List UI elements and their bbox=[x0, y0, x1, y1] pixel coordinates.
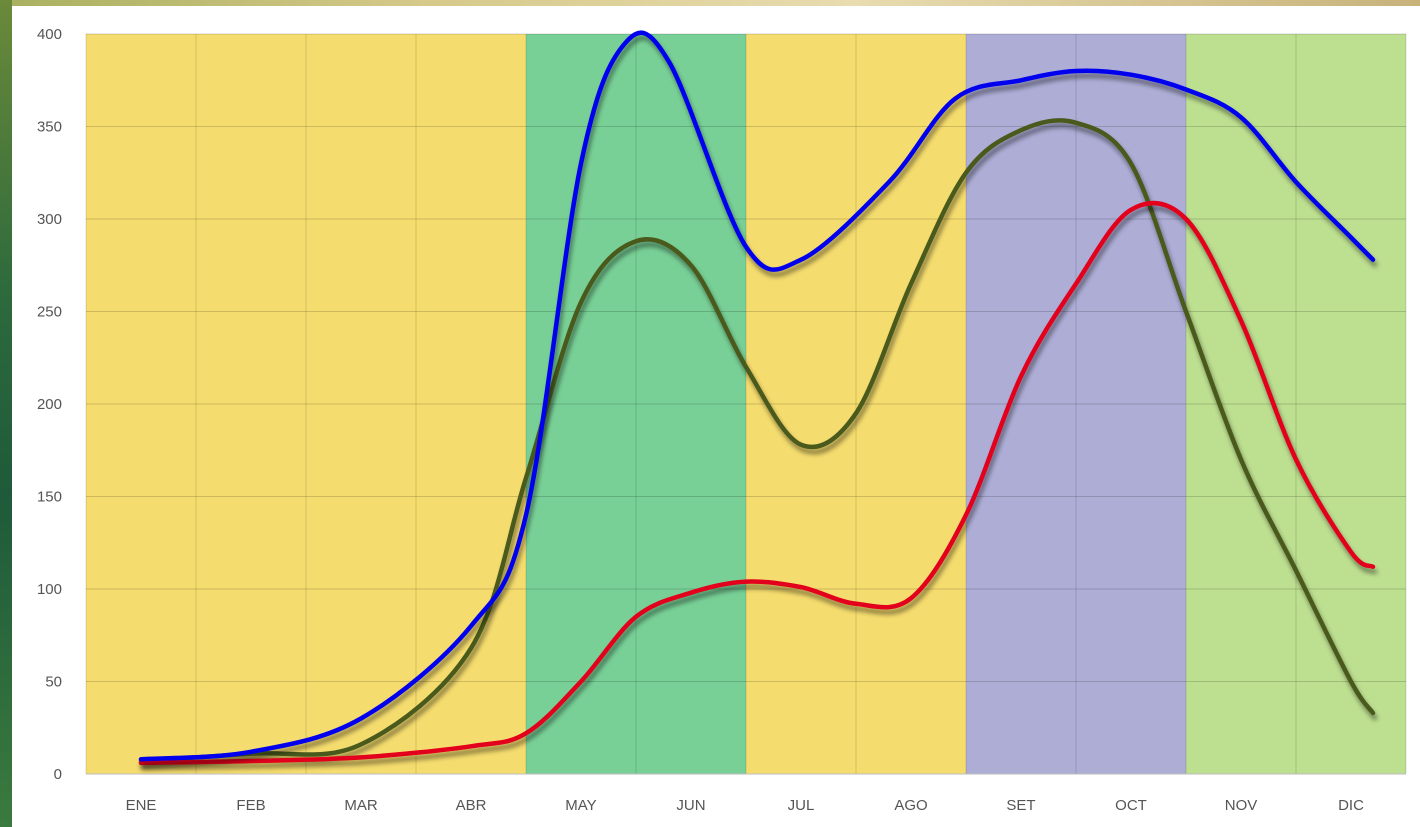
y-tick-label: 400 bbox=[37, 26, 62, 43]
x-tick-label: ABR bbox=[456, 797, 487, 814]
x-tick-label: DIC bbox=[1338, 797, 1364, 814]
y-axis: 0 50 100 150 200 250 300 350 400 bbox=[37, 26, 62, 783]
x-tick-label: MAR bbox=[344, 797, 378, 814]
y-tick-label: 50 bbox=[45, 674, 62, 691]
gridlines bbox=[85, 33, 1407, 775]
y-tick-label: 0 bbox=[54, 766, 62, 783]
y-tick-label: 350 bbox=[37, 119, 62, 136]
x-tick-label: AGO bbox=[894, 797, 927, 814]
band-4 bbox=[1186, 34, 1406, 774]
x-tick-label: FEB bbox=[236, 797, 265, 814]
band-2 bbox=[746, 34, 966, 774]
x-tick-label: SET bbox=[1006, 797, 1035, 814]
band-0 bbox=[86, 34, 526, 774]
x-tick-label: NOV bbox=[1225, 797, 1258, 814]
series-lines bbox=[138, 30, 1376, 766]
series-line-1 bbox=[138, 200, 1376, 766]
photo-frame-left bbox=[0, 0, 12, 827]
x-tick-label: MAY bbox=[565, 797, 596, 814]
line-chart: 0 50 100 150 200 250 300 350 400 ENE FEB MAR ABR MAY… bbox=[37, 26, 1407, 814]
y-tick-label: 250 bbox=[37, 304, 62, 321]
y-tick-label: 300 bbox=[37, 211, 62, 228]
y-tick-label: 100 bbox=[37, 581, 62, 598]
x-tick-label: OCT bbox=[1115, 797, 1147, 814]
x-tick-label: JUL bbox=[788, 797, 815, 814]
x-tick-label: ENE bbox=[126, 797, 157, 814]
series-line-2 bbox=[138, 118, 1376, 764]
photo-frame-top bbox=[0, 0, 1420, 6]
y-tick-label: 150 bbox=[37, 489, 62, 506]
y-tick-label: 200 bbox=[37, 396, 62, 413]
x-axis: ENE FEB MAR ABR MAY JUN JUL AGO SET OCT NOV DIC bbox=[126, 797, 1365, 814]
band-3 bbox=[966, 34, 1186, 774]
x-tick-label: JUN bbox=[676, 797, 705, 814]
chart-panel: 0 50 100 150 200 250 300 350 400 ENE FEB MAR ABR MAY… bbox=[12, 6, 1420, 827]
series-line-0 bbox=[138, 30, 1376, 762]
